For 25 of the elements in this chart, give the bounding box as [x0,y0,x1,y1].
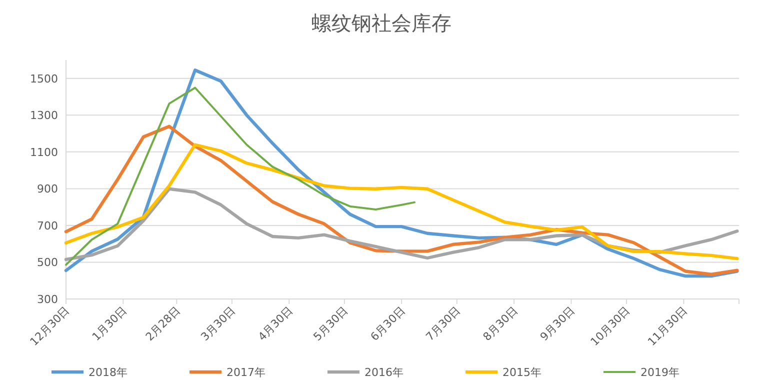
legend-label: 2019年 [640,366,680,379]
x-tick-label: 7月30日 [423,304,464,344]
x-tick-label: 6月30日 [368,304,408,344]
x-tick-label: 11月30日 [645,304,690,348]
x-tick-label: 10月30日 [588,304,633,348]
x-tick-label: 4月30日 [256,304,296,344]
y-tick-label: 300 [37,293,58,306]
legend-label: 2016年 [364,366,404,379]
x-tick-label: 5月30日 [310,304,351,344]
y-tick-label: 1100 [30,146,58,159]
chart-title: 螺纹钢社会库存 [312,11,452,35]
x-tick-label: 3月30日 [198,304,238,344]
legend-label: 2015年 [502,366,542,379]
legend-label: 2017年 [226,366,266,379]
x-tick-label: 12月30日 [28,304,72,348]
x-tick-label: 8月30日 [480,304,520,344]
y-tick-label: 500 [37,256,58,270]
y-tick-label: 1500 [30,72,58,86]
x-tick-label: 1月30日 [90,304,130,344]
legend-label: 2018年 [88,366,128,379]
x-tick-label: 2月28日 [143,304,183,344]
y-tick-label: 1300 [30,109,58,122]
y-tick-label: 700 [37,219,58,232]
x-tick-label: 9月30日 [538,304,578,344]
y-tick-label: 900 [37,182,58,196]
